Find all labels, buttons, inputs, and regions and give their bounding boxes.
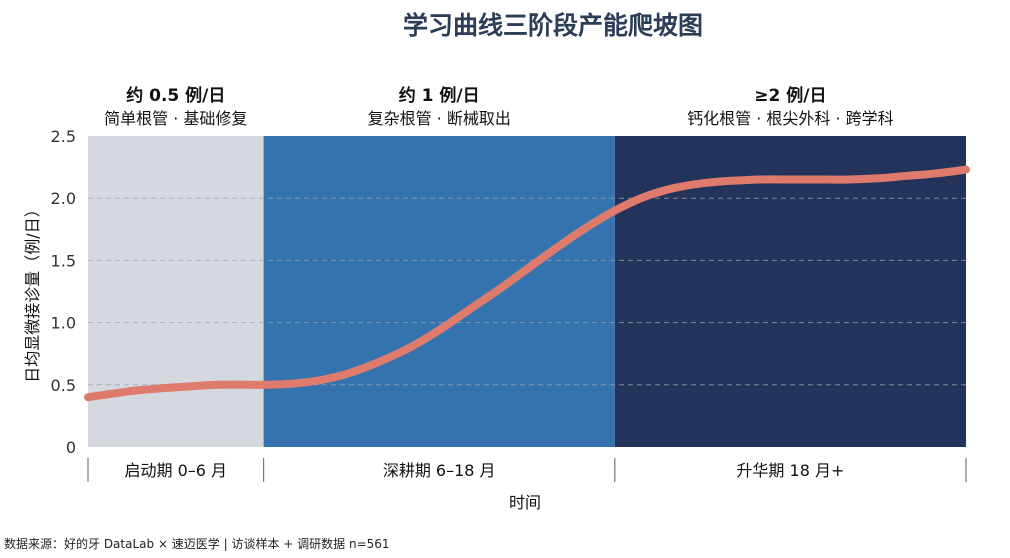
x-axis-title: 时间: [509, 493, 541, 512]
x-phase-label: 深耕期 6–18 月: [383, 461, 496, 480]
series-line-1: [84, 165, 970, 402]
y-tick-label: 2.5: [51, 127, 76, 146]
y-tick-label: 0.5: [51, 376, 76, 395]
series-layer: [84, 165, 970, 402]
y-tick-label: 0: [66, 438, 76, 457]
y-tick-label: 1.0: [51, 314, 76, 333]
x-phase-label: 启动期 0–6 月: [125, 461, 228, 480]
source-footnote: 数据来源：好的牙 DataLab × 速迈医学 | 访谈样本 + 调研数据 n=…: [4, 536, 390, 551]
phase-cases-label: 钙化根管 · 根尖外科 · 跨学科: [687, 109, 894, 128]
y-tick-labels: 0 0.5 1.0 1.5 2.0 2.5: [51, 127, 76, 457]
phase-rate-label: 约 1 例/日: [399, 85, 480, 106]
y-tick-label: 1.5: [51, 251, 76, 270]
y-tick-label: 2.0: [51, 189, 76, 208]
phase-rate-label: 约 0.5 例/日: [126, 85, 225, 106]
x-axis-phase-labels: 启动期 0–6 月 深耕期 6–18 月 升华期 18 月+: [87, 458, 967, 482]
phase-band-2: [263, 136, 615, 447]
chart-title: 学习曲线三阶段产能爬坡图: [403, 11, 703, 40]
phase-band-1: [88, 136, 264, 447]
phase-rate-label: ≥2 例/日: [754, 85, 826, 106]
y-axis-title: 日均显微接诊量（例/日）: [23, 201, 42, 382]
phase-cases-label: 复杂根管 · 断械取出: [368, 109, 511, 128]
x-phase-label: 升华期 18 月+: [736, 461, 844, 480]
phase-cases-label: 简单根管 · 基础修复: [104, 109, 247, 128]
